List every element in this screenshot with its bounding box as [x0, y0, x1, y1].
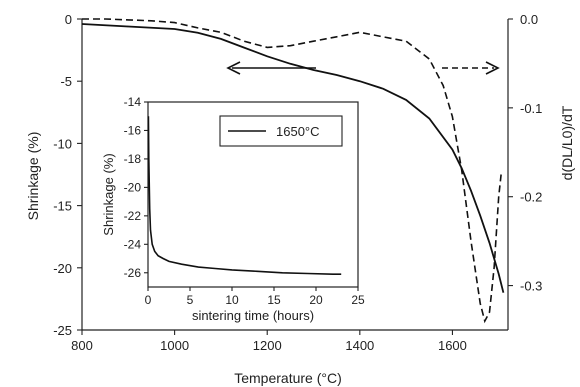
y-left-tick-label: -25 [53, 323, 72, 338]
y-right-tick-label: -0.1 [520, 101, 542, 116]
shrinkage-series-line [81, 23, 505, 293]
y-right-tick-label: -0.2 [520, 190, 542, 205]
x-axis-label: Temperature (°C) [234, 370, 342, 386]
main-series [81, 18, 505, 324]
inset-y-tick-label: -18 [124, 152, 142, 166]
inset-x-tick-label: 0 [145, 293, 152, 307]
y-left-tick-label: 0 [65, 12, 72, 27]
inset-y-tick-label: -22 [124, 209, 142, 223]
inset-x-tick-label: 10 [225, 293, 239, 307]
main-axes: 800 1000 1200 1400 1600 0 -5 -10 -15 -20 -25 0.0 -0.… [53, 12, 542, 353]
x-tick-label: 1400 [345, 338, 374, 353]
inset-series-line [147, 116, 342, 275]
inset-x-axis-label: sintering time (hours) [192, 308, 314, 323]
inset-y-tick-label: -16 [124, 123, 142, 137]
y-axis-left-label: Shrinkage (%) [25, 132, 41, 221]
inset-y-tick-label: -20 [124, 180, 142, 194]
inset-x-tick-label: 25 [351, 293, 365, 307]
inset-x-tick-label: 15 [267, 293, 281, 307]
y-right-tick-label: 0.0 [520, 12, 538, 27]
axis-indicator-arrows [226, 61, 500, 75]
y-axis-right-label: d(DL/L0)/dT [559, 105, 575, 180]
x-tick-label: 1000 [160, 338, 189, 353]
y-left-tick-label: -15 [53, 199, 72, 214]
left-arrow-head [226, 61, 241, 75]
y-left-tick-label: -10 [53, 136, 72, 151]
inset-y-tick-label: -24 [124, 237, 142, 251]
x-tick-label: 1200 [253, 338, 282, 353]
right-arrow-head [485, 61, 500, 75]
inset-y-tick-label: -26 [124, 266, 142, 280]
inset-x-tick-label: 5 [187, 293, 194, 307]
inset-y-axis-label: Shrinkage (%) [101, 153, 116, 235]
inset-legend-label: 1650°C [276, 124, 320, 139]
inset-chart: 0 5 10 15 20 25 -14 -16 -18 -20 -22 -24 -26 1650°C sin… [101, 95, 365, 323]
y-left-tick-label: -20 [53, 261, 72, 276]
x-tick-label: 800 [71, 338, 93, 353]
y-left-tick-label: -5 [60, 74, 72, 89]
inset-x-tick-label: 20 [309, 293, 323, 307]
inset-y-tick-label: -14 [124, 95, 142, 109]
x-tick-label: 1600 [438, 338, 467, 353]
y-right-tick-label: -0.3 [520, 279, 542, 294]
